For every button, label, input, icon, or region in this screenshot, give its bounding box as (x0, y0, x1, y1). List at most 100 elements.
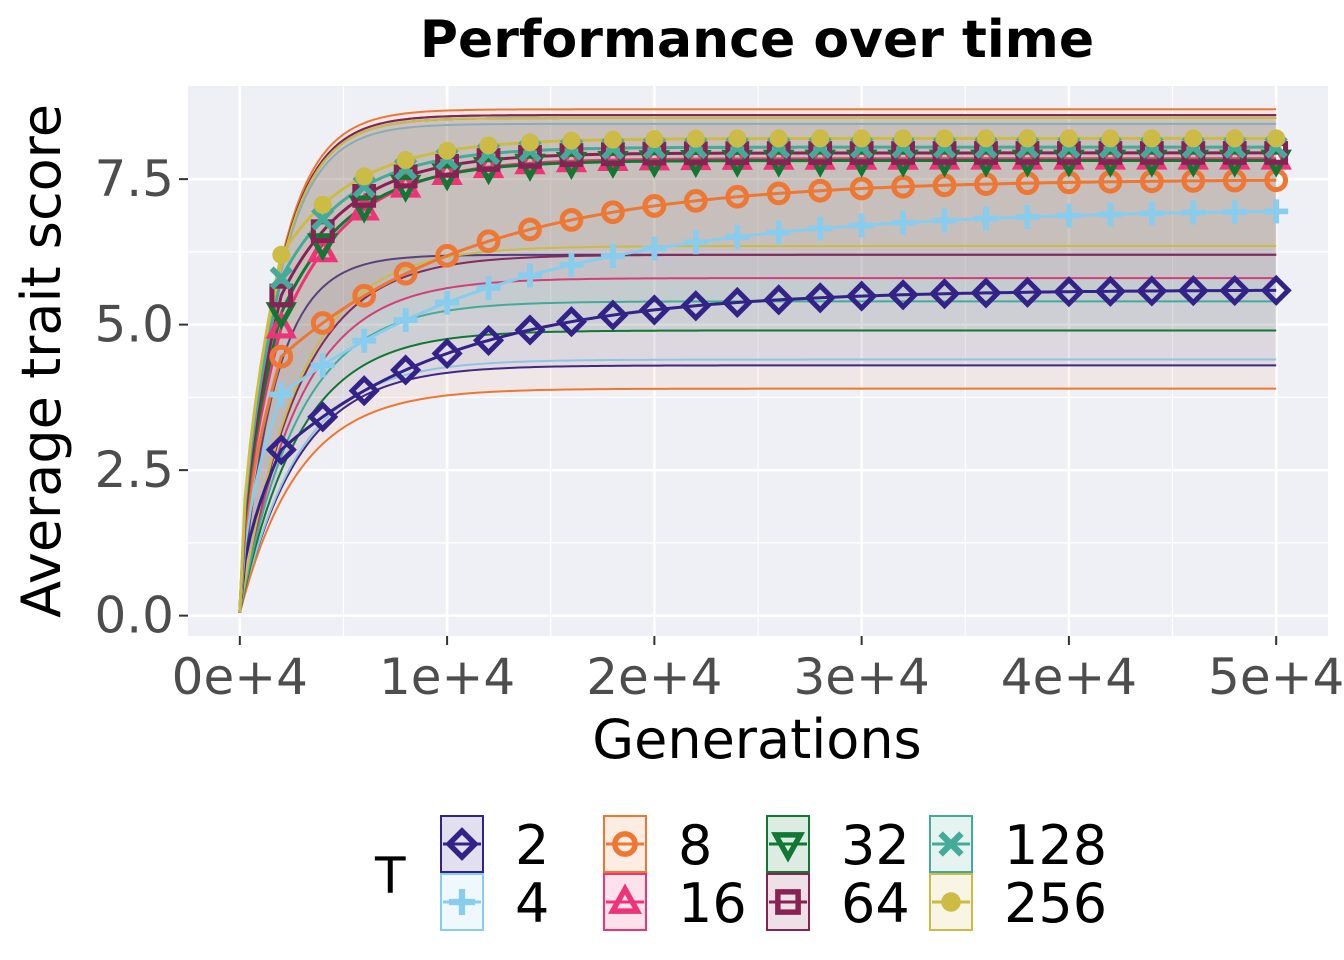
data-point-256 (396, 151, 415, 170)
data-point-256 (355, 167, 374, 186)
data-point-4 (600, 244, 625, 269)
marker-shape (518, 263, 542, 288)
marker-shape (725, 184, 750, 209)
data-point-2 (307, 401, 339, 433)
marker-shape (307, 233, 339, 262)
data-point-4 (310, 353, 335, 378)
marker-shape (1222, 199, 1247, 224)
data-point-256 (935, 129, 954, 148)
marker-shape (1018, 129, 1037, 148)
data-point-4 (1222, 199, 1247, 224)
legend-key-16 (603, 873, 647, 931)
y-tick-label: 2.5 (94, 441, 174, 499)
marker-shape (1136, 141, 1168, 170)
data-point-256 (728, 129, 747, 148)
marker-shape (642, 194, 667, 218)
marker-shape (683, 230, 708, 255)
data-point-8 (476, 229, 501, 254)
marker-shape (1264, 199, 1289, 224)
ci-band-8 (239, 109, 1277, 613)
y-axis-ticks: 0.0 2.5 5.0 7.5 (94, 150, 188, 645)
marker-shape (559, 252, 584, 277)
marker-shape (307, 401, 339, 433)
legend-label-256: 256 (1004, 872, 1107, 935)
marker-shape (476, 229, 501, 254)
data-point-4 (1139, 201, 1164, 226)
marker-shape (476, 275, 501, 300)
data-point-256 (1184, 129, 1203, 148)
x-tick-label: 5e+4 (1208, 648, 1344, 706)
data-point-2 (555, 306, 588, 338)
marker-shape (348, 195, 380, 224)
marker-shape (849, 213, 874, 238)
marker-shape (393, 261, 418, 286)
marker-shape (941, 892, 961, 912)
data-point-8 (393, 261, 418, 286)
marker-shape (269, 266, 293, 290)
marker-shape (728, 129, 747, 148)
marker-shape (390, 354, 422, 386)
data-point-16 (887, 141, 919, 170)
marker-shape (766, 181, 791, 206)
data-point-8 (725, 184, 750, 209)
marker-shape (935, 129, 954, 148)
data-point-16 (845, 141, 878, 170)
marker-shape (310, 353, 335, 378)
data-point-16 (680, 142, 712, 171)
data-point-128 (311, 207, 335, 231)
marker-shape (1011, 276, 1044, 308)
marker-shape (804, 282, 836, 314)
marker-shape (313, 195, 332, 214)
legend-title: T (374, 847, 406, 905)
marker-shape (1015, 204, 1040, 229)
marker-shape (269, 382, 294, 407)
marker-shape (348, 375, 380, 407)
marker-shape (355, 167, 374, 186)
marker-shape (887, 279, 919, 311)
legend-key-marker (770, 832, 806, 863)
data-point-4 (352, 328, 377, 353)
ci-upper-line-8 (238, 108, 1277, 613)
y-axis-title: Average trait score (10, 104, 73, 618)
marker-shape (472, 324, 505, 356)
data-point-16 (804, 141, 836, 170)
data-point-16 (1177, 141, 1209, 170)
data-point-2 (1260, 274, 1292, 306)
x-tick-label: 0e+4 (172, 648, 308, 706)
data-point-64 (269, 283, 294, 308)
marker-shape (1219, 141, 1251, 170)
data-point-256 (272, 245, 291, 264)
data-point-4 (393, 308, 418, 333)
data-point-2 (928, 278, 961, 310)
series-markers (265, 129, 1292, 466)
marker-shape (775, 889, 801, 915)
data-point-8 (269, 344, 294, 369)
marker-shape (932, 208, 957, 233)
data-point-256 (769, 129, 788, 148)
data-point-2 (680, 290, 712, 322)
data-point-4 (725, 224, 750, 249)
data-point-32 (307, 233, 339, 262)
data-point-2 (763, 284, 795, 316)
ci-upper-line-64 (238, 114, 1277, 613)
marker-shape (272, 245, 291, 264)
marker-shape (721, 141, 753, 170)
data-point-4 (974, 206, 998, 231)
marker-shape (680, 142, 712, 171)
data-point-2 (514, 314, 546, 346)
legend-label-32: 32 (841, 814, 910, 877)
data-point-8 (808, 178, 833, 203)
marker-shape (310, 311, 335, 335)
data-point-4 (808, 216, 833, 241)
marker-shape (686, 129, 705, 148)
marker-shape (597, 142, 629, 172)
legend-label-2: 2 (515, 814, 549, 877)
marker-shape (849, 176, 874, 201)
data-point-2 (597, 299, 629, 331)
ci-upper-line-4 (238, 122, 1277, 613)
marker-shape (559, 208, 584, 232)
legend-label-16: 16 (678, 872, 747, 935)
data-point-4 (891, 210, 916, 235)
